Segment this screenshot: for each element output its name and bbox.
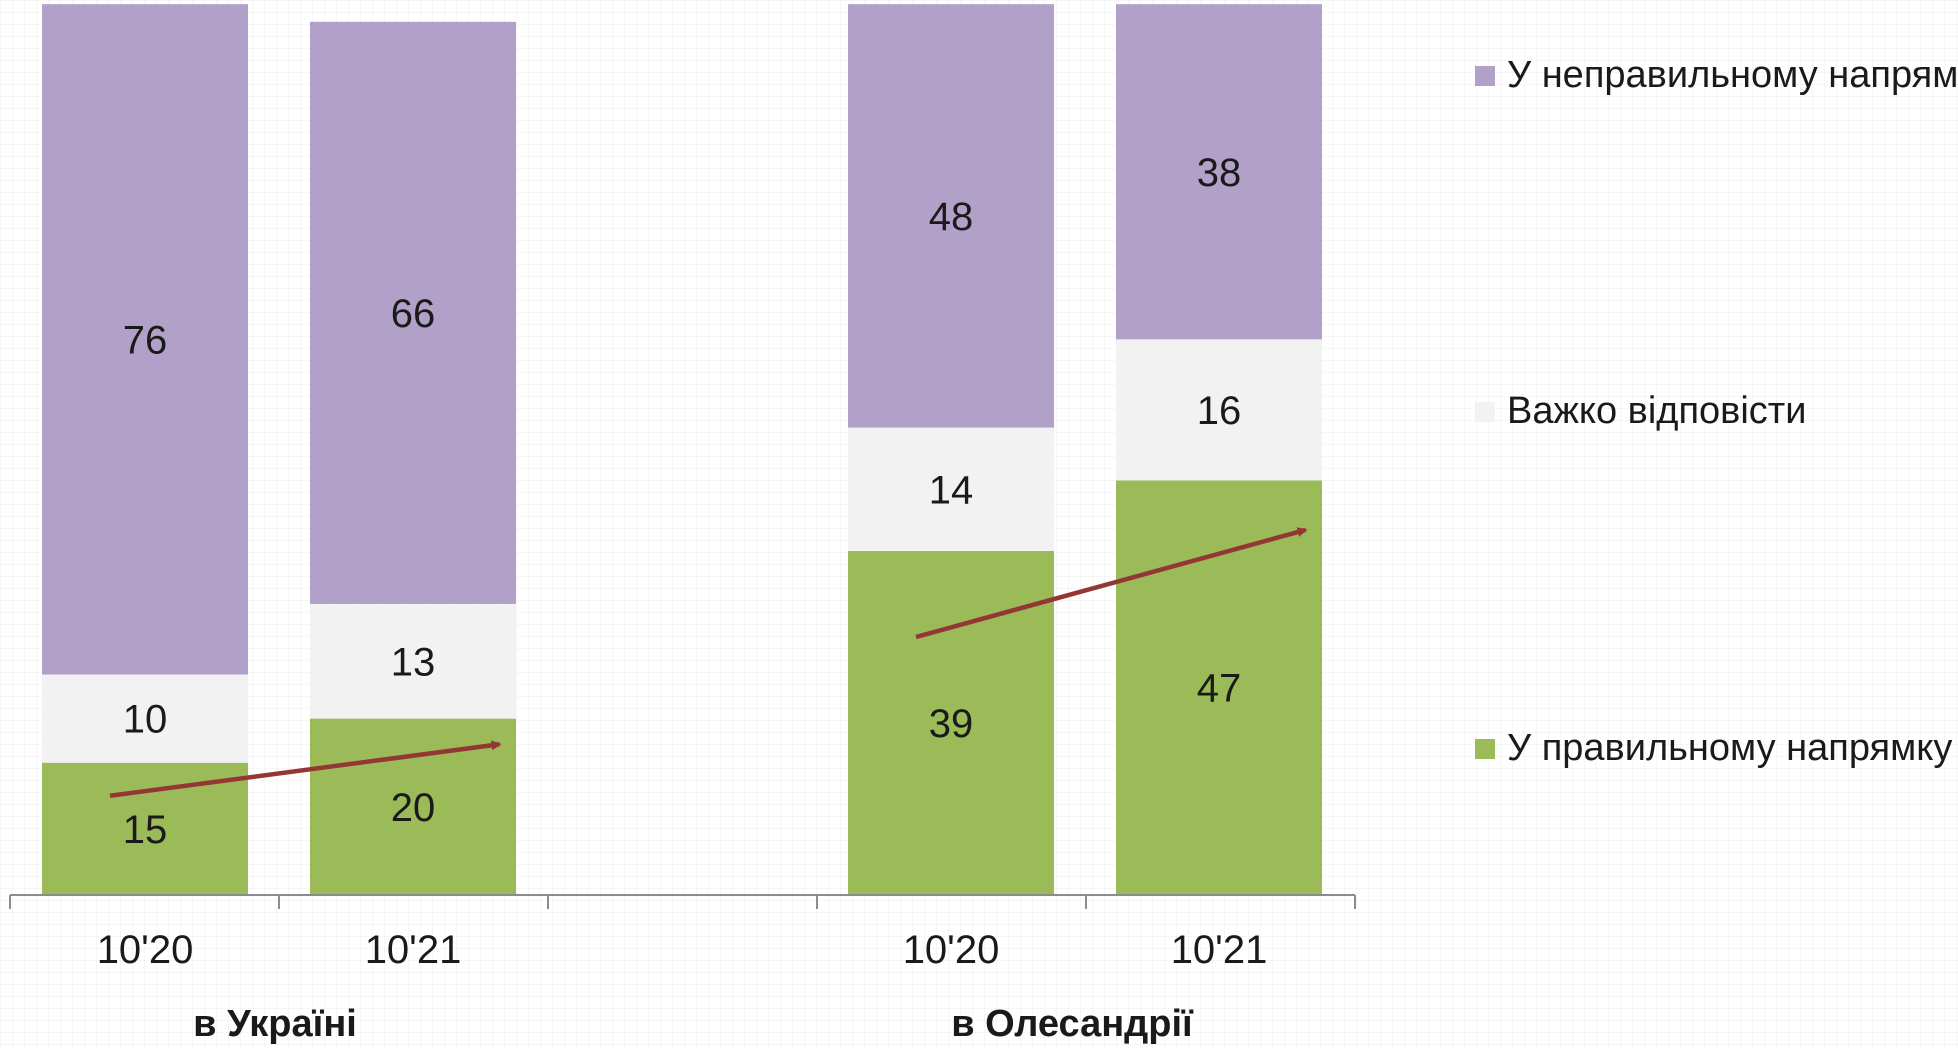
legend: У неправильному напрямку Важко відповісти… [1475,0,1958,1048]
data-label: 76 [123,318,168,362]
bar-10-21-group2-series2 [1116,339,1322,481]
bar-10-21-group1-series2 [310,603,516,719]
legend-item: У неправильному напрямку [1475,54,1958,97]
bar-10-21-group2-series3 [1116,4,1322,340]
group-label: в Олесандрії [951,1003,1194,1045]
bar-10-20-group1-series2 [42,674,248,763]
data-label: 48 [929,195,974,239]
data-label: 13 [391,640,436,684]
data-label: 14 [929,468,974,512]
legend-swatch [1475,65,1495,86]
data-label: 10 [123,698,168,742]
legend-label: Важко відповісти [1507,390,1807,432]
legend-item: У правильному напрямку [1475,727,1952,770]
bar-10-20-group2-series3 [848,4,1054,428]
group-label: в Україні [193,1003,357,1045]
trend-arrows-layer [109,527,1308,799]
legend-item: Важко відповісти [1475,390,1806,433]
trend-arrow [109,740,502,799]
bar-10-20-group2-series2 [848,427,1054,552]
x-tick-label: 10'20 [903,928,1000,972]
trend-arrow [915,527,1308,640]
bar-10-21-group1-series3 [310,21,516,604]
data-label: 39 [929,702,974,746]
data-label: 16 [1197,389,1242,433]
x-tick-label: 10'20 [97,928,194,972]
legend-swatch [1475,738,1495,759]
x-axis: 10'20 10'21 10'20 10'21в Україні в Олесандрі… [9,894,1356,1045]
bars-layer [42,4,1322,895]
data-label: 38 [1197,151,1242,195]
legend-label: У неправильному напрямку [1507,54,1958,96]
data-label: 20 [391,786,436,830]
bar-10-20-group1-series3 [42,4,248,675]
data-label: 47 [1197,667,1242,711]
data-label: 15 [123,808,168,852]
legend-label: У правильному напрямку [1507,727,1953,769]
bar-10-21-group2-series1 [1116,480,1322,895]
value-labels-layer: 15 10 76 20 13 66 39 14 48 47 16 38 [123,151,1242,852]
x-tick-label: 10'21 [365,928,462,972]
data-label: 66 [391,292,436,336]
bar-10-20-group1-series1 [42,762,248,895]
x-tick-label: 10'21 [1171,928,1268,972]
legend-swatch [1475,401,1495,422]
